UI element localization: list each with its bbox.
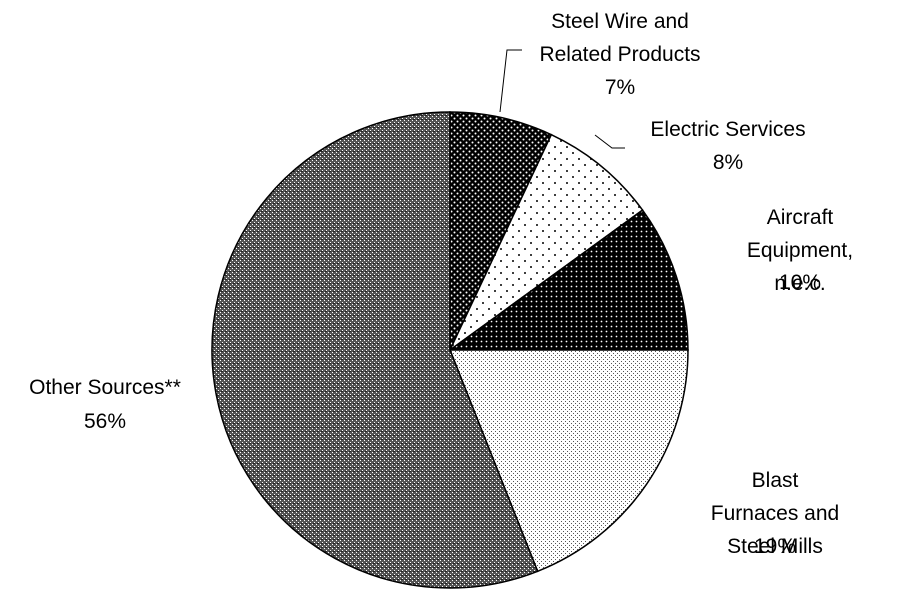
value-label: 8% [712,151,744,174]
leader-line [594,134,625,149]
pie-slice [449,111,553,351]
leader-line [499,49,522,113]
pie-slice [449,133,644,351]
slice-label: Other Sources** [29,376,181,399]
pie-slice [211,111,539,589]
pie-slice [448,349,689,573]
slice-label: Blast Furnaces and Steel Mills [710,469,840,558]
slice-label: Aircraft Equipment, n.e.c. [746,206,854,295]
value-label: 56% [83,410,127,433]
value-label: 19% [753,535,797,558]
value-label: 10% [778,271,822,294]
pie-slice [447,209,689,351]
slice-label: Steel Wire and Related Products [539,10,701,66]
slice-label: Electric Services [650,118,806,141]
value-label: 7% [604,76,636,99]
